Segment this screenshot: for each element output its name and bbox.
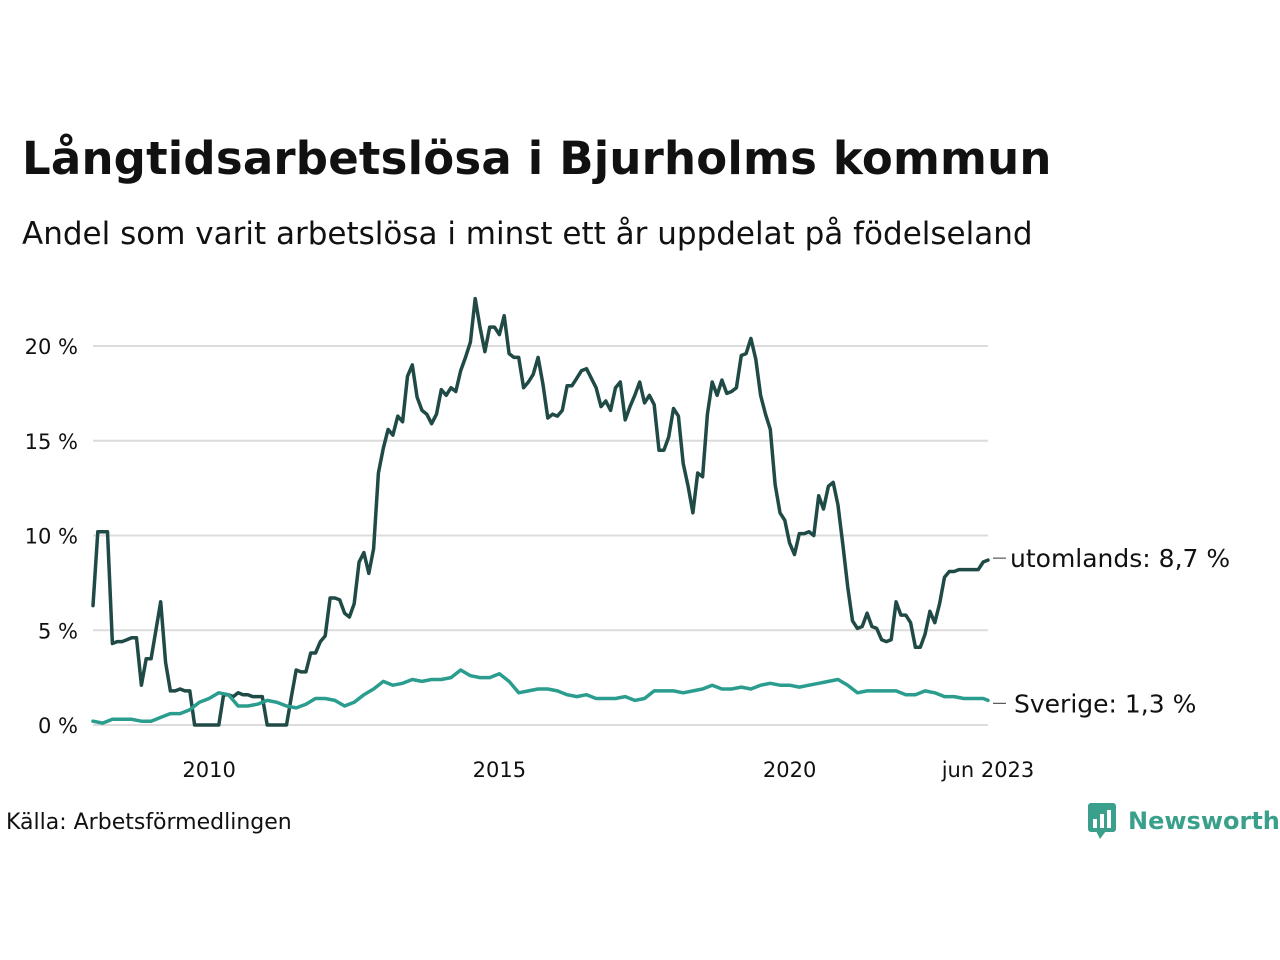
y-tick-label: 10 % (25, 525, 78, 549)
series-end-label-sverige: Sverige: 1,3 % (1014, 689, 1196, 718)
y-tick-label: 20 % (25, 335, 78, 359)
x-tick-label: 2010 (182, 758, 235, 782)
series-lines (91, 296, 990, 727)
series-line-utomlands (91, 296, 990, 727)
source-note: Källa: Arbetsförmedlingen (6, 810, 292, 835)
chart-title: Långtidsarbetslösa i Bjurholms kommun (22, 132, 1052, 185)
x-tick-label: jun 2023 (941, 758, 1035, 782)
x-tick-label: 2015 (473, 758, 526, 782)
grid-lines (93, 345, 988, 726)
chart-subtitle: Andel som varit arbetslösa i minst ett å… (22, 216, 1033, 252)
series-line-sverige (91, 668, 990, 725)
series-end-label-utomlands: utomlands: 8,7 % (1010, 544, 1230, 573)
y-axis-labels: 0 % 5 % 10 % 15 % 20 % (25, 335, 78, 738)
y-tick-label: 0 % (38, 714, 78, 738)
x-axis-labels: 2010 2015 2020 jun 2023 (182, 758, 1034, 782)
y-tick-label: 5 % (38, 619, 78, 643)
y-tick-label: 15 % (25, 430, 78, 454)
brand-name: Newsworthy (1128, 807, 1280, 835)
x-tick-label: 2020 (763, 758, 816, 782)
brand-logo: Newsworthy (1088, 803, 1280, 839)
series-end-labels: utomlands: 8,7 % Sverige: 1,3 % (993, 544, 1230, 718)
newsworthy-logo-icon (1088, 803, 1116, 839)
